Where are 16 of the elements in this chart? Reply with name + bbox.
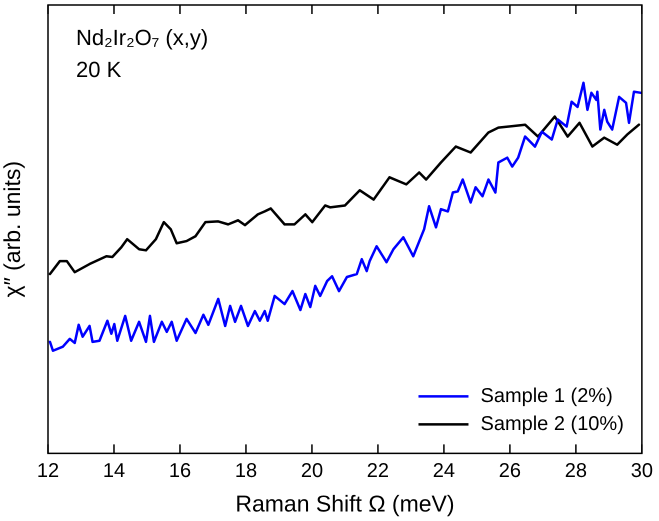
legend-label: Sample 1 (2%) [480, 384, 613, 407]
x-tick-label: 24 [432, 460, 456, 482]
x-axis-title: Raman Shift Ω (meV) [235, 490, 455, 517]
x-tick-label: 30 [630, 460, 653, 482]
x-tick-label: 14 [102, 460, 126, 482]
text: Nd₂Ir₂O₇ (x,y) [76, 25, 208, 50]
x-tick-label: 22 [366, 460, 390, 482]
x-tick-label: 20 [300, 460, 324, 482]
x-tick-label: 18 [234, 460, 258, 482]
x-tick-label: 26 [498, 460, 522, 482]
x-tick-label: 16 [168, 460, 192, 482]
text: 20 K [76, 57, 122, 82]
legend-label: Sample 2 (10%) [480, 412, 624, 435]
x-tick-label: 28 [564, 460, 588, 482]
x-tick-label: 12 [36, 460, 60, 482]
y-axis-title: χ″ (arb. units) [0, 160, 26, 298]
